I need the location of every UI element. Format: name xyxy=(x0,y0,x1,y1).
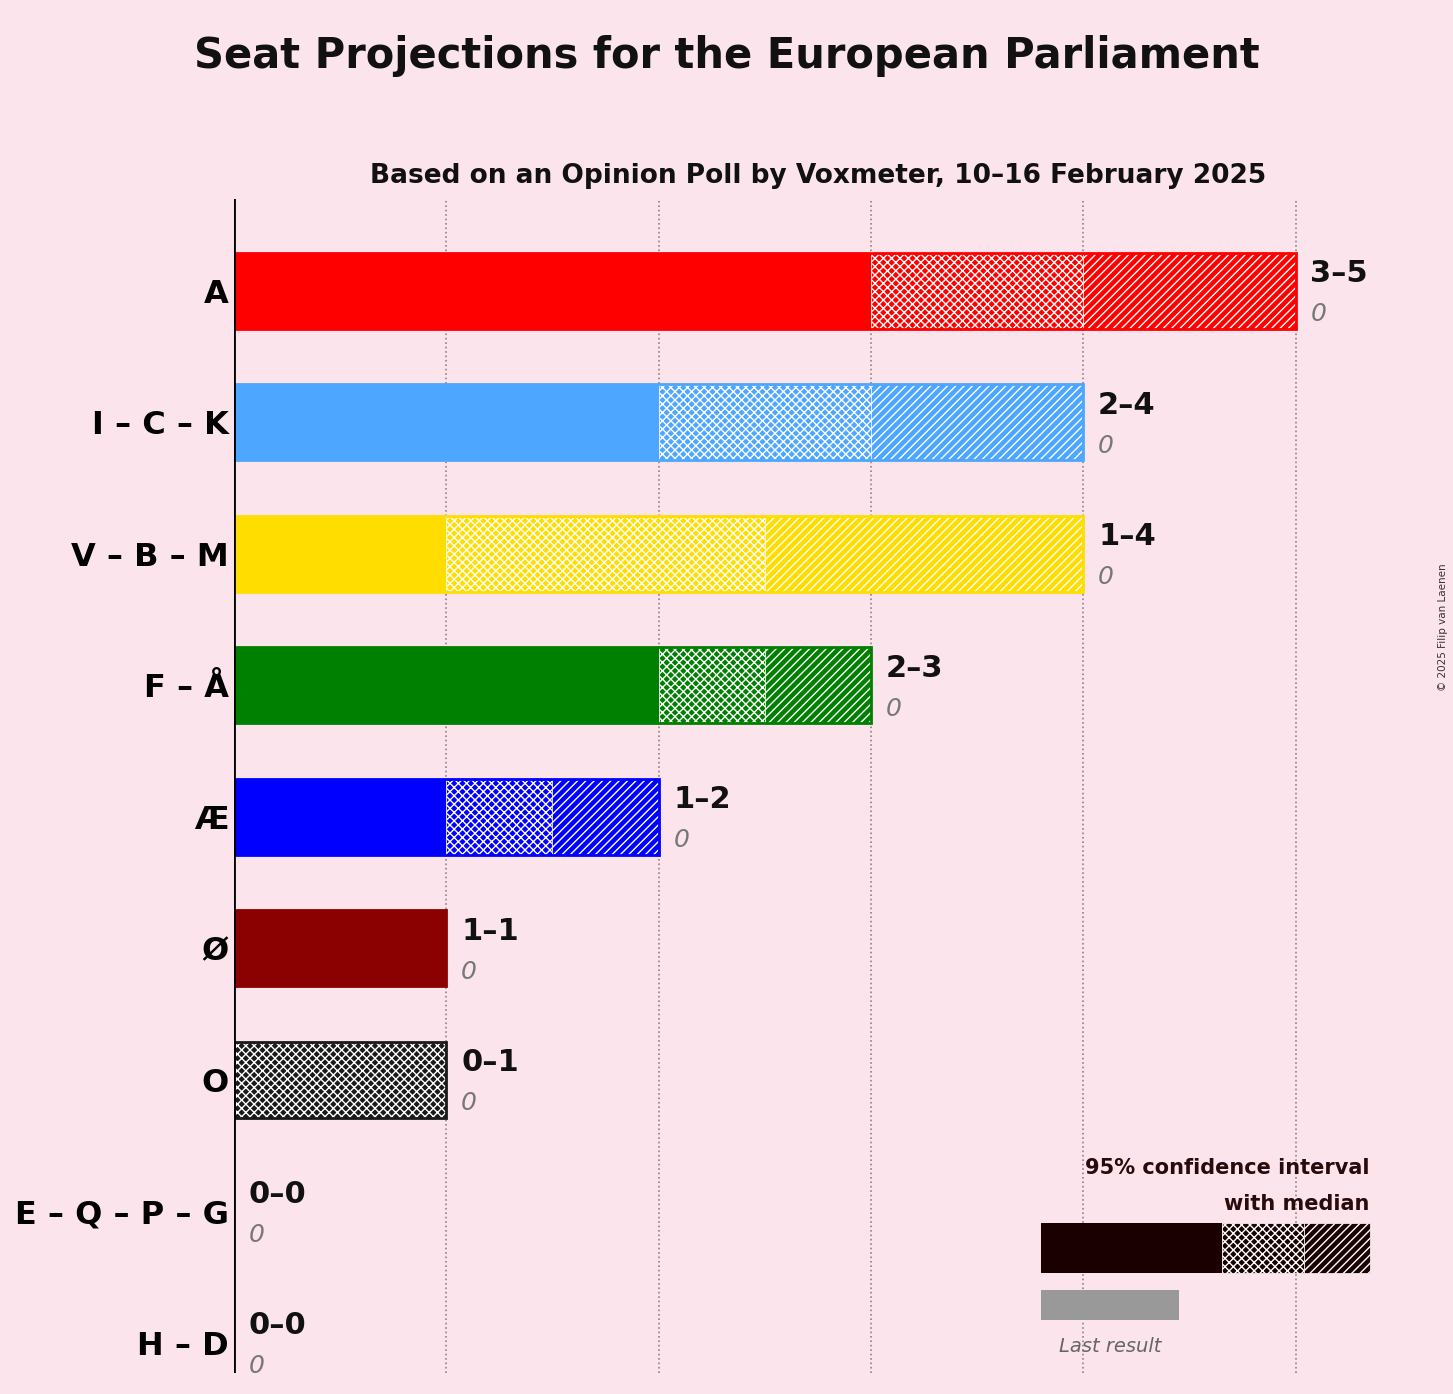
Text: 1–2: 1–2 xyxy=(673,785,731,814)
Text: with median: with median xyxy=(1225,1193,1370,1214)
Bar xyxy=(234,779,446,855)
Text: 0: 0 xyxy=(248,1355,264,1379)
Text: © 2025 Filip van Laenen: © 2025 Filip van Laenen xyxy=(1438,563,1447,691)
Title: Based on an Opinion Poll by Voxmeter, 10–16 February 2025: Based on an Opinion Poll by Voxmeter, 10… xyxy=(369,163,1266,188)
Bar xyxy=(658,647,764,723)
Bar xyxy=(234,516,446,592)
Bar xyxy=(234,910,446,987)
Text: 95% confidence interval: 95% confidence interval xyxy=(1085,1158,1370,1178)
Bar xyxy=(1040,1223,1222,1273)
Bar xyxy=(1040,1289,1178,1320)
Bar xyxy=(870,385,1082,460)
Bar xyxy=(234,1041,446,1118)
Bar xyxy=(446,779,552,855)
Bar xyxy=(870,252,1082,329)
Text: 0: 0 xyxy=(673,828,689,853)
Bar xyxy=(658,385,870,460)
Bar xyxy=(234,385,658,460)
Text: 2–4: 2–4 xyxy=(1098,390,1155,420)
Text: 0: 0 xyxy=(1098,434,1114,459)
Text: 1–1: 1–1 xyxy=(461,917,519,945)
Bar xyxy=(1303,1223,1370,1273)
Text: 3–5: 3–5 xyxy=(1311,259,1367,289)
Text: 0: 0 xyxy=(461,1092,477,1115)
Text: 0–0: 0–0 xyxy=(248,1179,307,1209)
Text: 1–4: 1–4 xyxy=(1098,523,1155,551)
Bar xyxy=(234,252,870,329)
Bar xyxy=(234,647,658,723)
Bar xyxy=(1222,1223,1303,1273)
Bar xyxy=(764,647,870,723)
Text: 0: 0 xyxy=(1311,302,1327,326)
Text: 0: 0 xyxy=(1098,566,1114,590)
Text: 0: 0 xyxy=(461,960,477,984)
Text: Seat Projections for the European Parliament: Seat Projections for the European Parlia… xyxy=(193,35,1260,77)
Bar xyxy=(446,516,764,592)
Text: Last result: Last result xyxy=(1059,1337,1161,1356)
Bar xyxy=(1082,252,1296,329)
Text: 0–0: 0–0 xyxy=(248,1312,307,1340)
Text: 0–1: 0–1 xyxy=(461,1048,519,1078)
Text: 2–3: 2–3 xyxy=(886,654,943,683)
Text: 0: 0 xyxy=(886,697,902,721)
Bar xyxy=(552,779,658,855)
Bar xyxy=(764,516,1082,592)
Text: 0: 0 xyxy=(248,1223,264,1248)
